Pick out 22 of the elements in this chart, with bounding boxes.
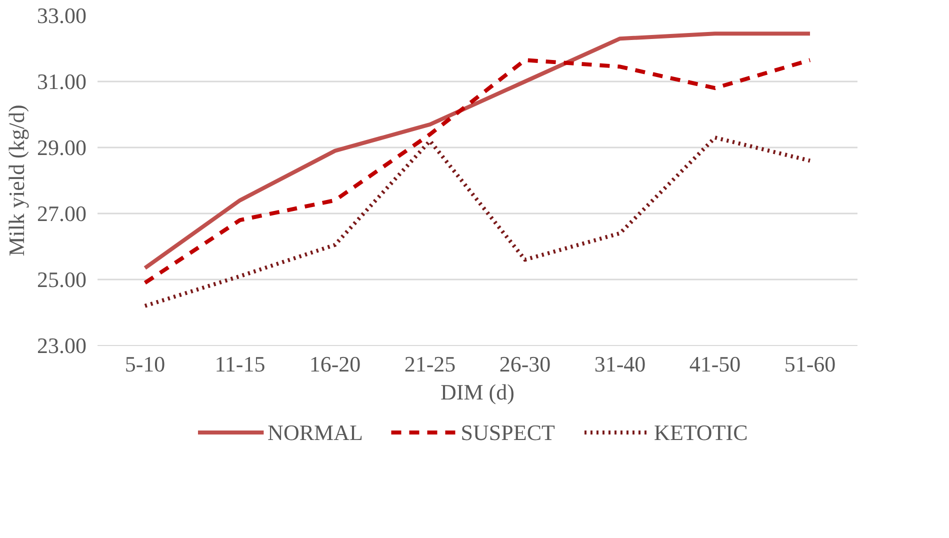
y-tick-label: 29.00 [37, 135, 86, 160]
line-series [143, 32, 812, 270]
x-tick-label: 41-50 [689, 352, 741, 376]
x-tick-label: 51-60 [784, 352, 836, 376]
x-tick-label: 21-25 [404, 352, 456, 376]
y-tick-label: 25.00 [37, 267, 86, 292]
line-series [143, 136, 812, 308]
y-tick-label: 23.00 [37, 333, 86, 358]
x-tick-label: 16-20 [309, 352, 361, 376]
y-axis-title: Milk yield (kg/d) [4, 104, 29, 256]
y-tick-label: 33.00 [37, 3, 86, 28]
x-tick-label: 31-40 [594, 352, 646, 376]
x-tick-label: 11-15 [214, 352, 266, 376]
x-axis-title: DIM (d) [440, 380, 514, 404]
line-series [143, 58, 812, 285]
legend-label: KETOTIC [654, 420, 748, 445]
y-tick-label: 27.00 [37, 201, 86, 226]
y-tick-label: 31.00 [37, 69, 86, 94]
legend-label: SUSPECT [460, 420, 556, 445]
legend-label: NORMAL [268, 420, 363, 445]
x-tick-label: 5-10 [124, 352, 166, 376]
x-tick-label: 26-30 [499, 352, 551, 376]
